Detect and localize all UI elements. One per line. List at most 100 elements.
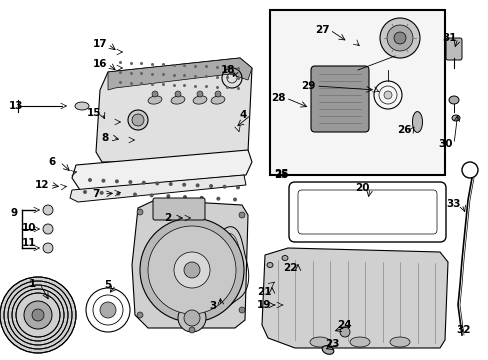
Text: 28: 28 [270, 93, 285, 103]
Circle shape [178, 304, 205, 332]
Circle shape [137, 209, 142, 215]
Text: 26: 26 [396, 125, 410, 135]
Circle shape [137, 312, 142, 318]
Circle shape [149, 193, 153, 197]
Circle shape [142, 181, 145, 185]
Text: 25: 25 [273, 169, 287, 179]
Text: 29: 29 [300, 81, 315, 91]
Ellipse shape [171, 96, 184, 104]
Ellipse shape [266, 262, 272, 267]
Circle shape [100, 302, 116, 318]
FancyBboxPatch shape [153, 198, 204, 220]
Circle shape [43, 243, 53, 253]
Text: 31: 31 [442, 33, 456, 43]
Text: 22: 22 [282, 263, 297, 273]
Ellipse shape [211, 96, 224, 104]
Text: 15: 15 [86, 108, 101, 118]
Ellipse shape [349, 337, 369, 347]
Circle shape [379, 18, 419, 58]
Text: 33: 33 [446, 199, 460, 209]
Circle shape [43, 205, 53, 215]
Circle shape [183, 195, 186, 199]
Text: 21: 21 [256, 287, 271, 297]
Text: 20: 20 [354, 183, 368, 193]
Circle shape [166, 194, 170, 198]
Circle shape [222, 185, 226, 189]
Text: 11: 11 [21, 238, 36, 248]
FancyBboxPatch shape [445, 38, 461, 60]
Text: 7: 7 [92, 189, 100, 199]
Circle shape [116, 192, 120, 196]
Polygon shape [132, 200, 247, 328]
Circle shape [393, 32, 405, 44]
Polygon shape [412, 112, 422, 132]
Text: 10: 10 [21, 223, 36, 233]
Circle shape [168, 182, 172, 186]
Text: 5: 5 [104, 280, 111, 290]
Circle shape [88, 178, 92, 182]
Circle shape [155, 181, 159, 185]
Circle shape [239, 212, 244, 218]
Circle shape [175, 91, 181, 97]
Polygon shape [70, 175, 245, 202]
Circle shape [339, 327, 349, 337]
Circle shape [182, 183, 186, 187]
Text: 32: 32 [456, 325, 470, 335]
Circle shape [209, 184, 213, 188]
Circle shape [197, 91, 203, 97]
Text: 13: 13 [9, 101, 23, 111]
Circle shape [140, 218, 244, 322]
Circle shape [32, 309, 44, 321]
Circle shape [128, 180, 132, 184]
Circle shape [216, 197, 220, 201]
Ellipse shape [448, 96, 458, 104]
Ellipse shape [282, 256, 287, 261]
Circle shape [215, 91, 221, 97]
Circle shape [386, 25, 412, 51]
Ellipse shape [389, 337, 409, 347]
Text: 4: 4 [239, 110, 246, 120]
Circle shape [195, 183, 199, 188]
Circle shape [174, 252, 209, 288]
Polygon shape [96, 58, 251, 162]
Circle shape [239, 307, 244, 313]
Circle shape [83, 190, 87, 194]
Text: 3: 3 [209, 301, 216, 311]
Ellipse shape [193, 96, 206, 104]
Circle shape [132, 114, 143, 126]
Circle shape [199, 196, 203, 200]
Polygon shape [262, 248, 447, 348]
Text: 12: 12 [35, 180, 49, 190]
Text: 8: 8 [101, 133, 108, 143]
Text: 6: 6 [48, 157, 56, 167]
Circle shape [183, 262, 200, 278]
Text: 27: 27 [314, 25, 328, 35]
Text: 1: 1 [28, 279, 36, 289]
Circle shape [24, 301, 52, 329]
Polygon shape [108, 58, 251, 90]
Text: 19: 19 [256, 300, 271, 310]
Circle shape [236, 185, 240, 189]
Circle shape [115, 179, 119, 183]
Circle shape [148, 226, 236, 314]
Circle shape [0, 277, 76, 353]
Circle shape [43, 224, 53, 234]
Text: 30: 30 [438, 139, 452, 149]
Text: 2: 2 [164, 213, 171, 223]
Circle shape [152, 91, 158, 97]
Circle shape [189, 327, 195, 333]
Ellipse shape [75, 102, 89, 110]
Polygon shape [72, 150, 251, 190]
Circle shape [232, 198, 237, 202]
Ellipse shape [451, 115, 459, 121]
Circle shape [133, 193, 137, 197]
Circle shape [383, 91, 391, 99]
FancyBboxPatch shape [310, 66, 368, 132]
Text: 17: 17 [93, 39, 107, 49]
Text: 18: 18 [220, 65, 235, 75]
Circle shape [128, 110, 148, 130]
Bar [269, 10, 444, 175]
Text: 25: 25 [273, 170, 287, 180]
Ellipse shape [148, 96, 162, 104]
Circle shape [101, 179, 105, 183]
